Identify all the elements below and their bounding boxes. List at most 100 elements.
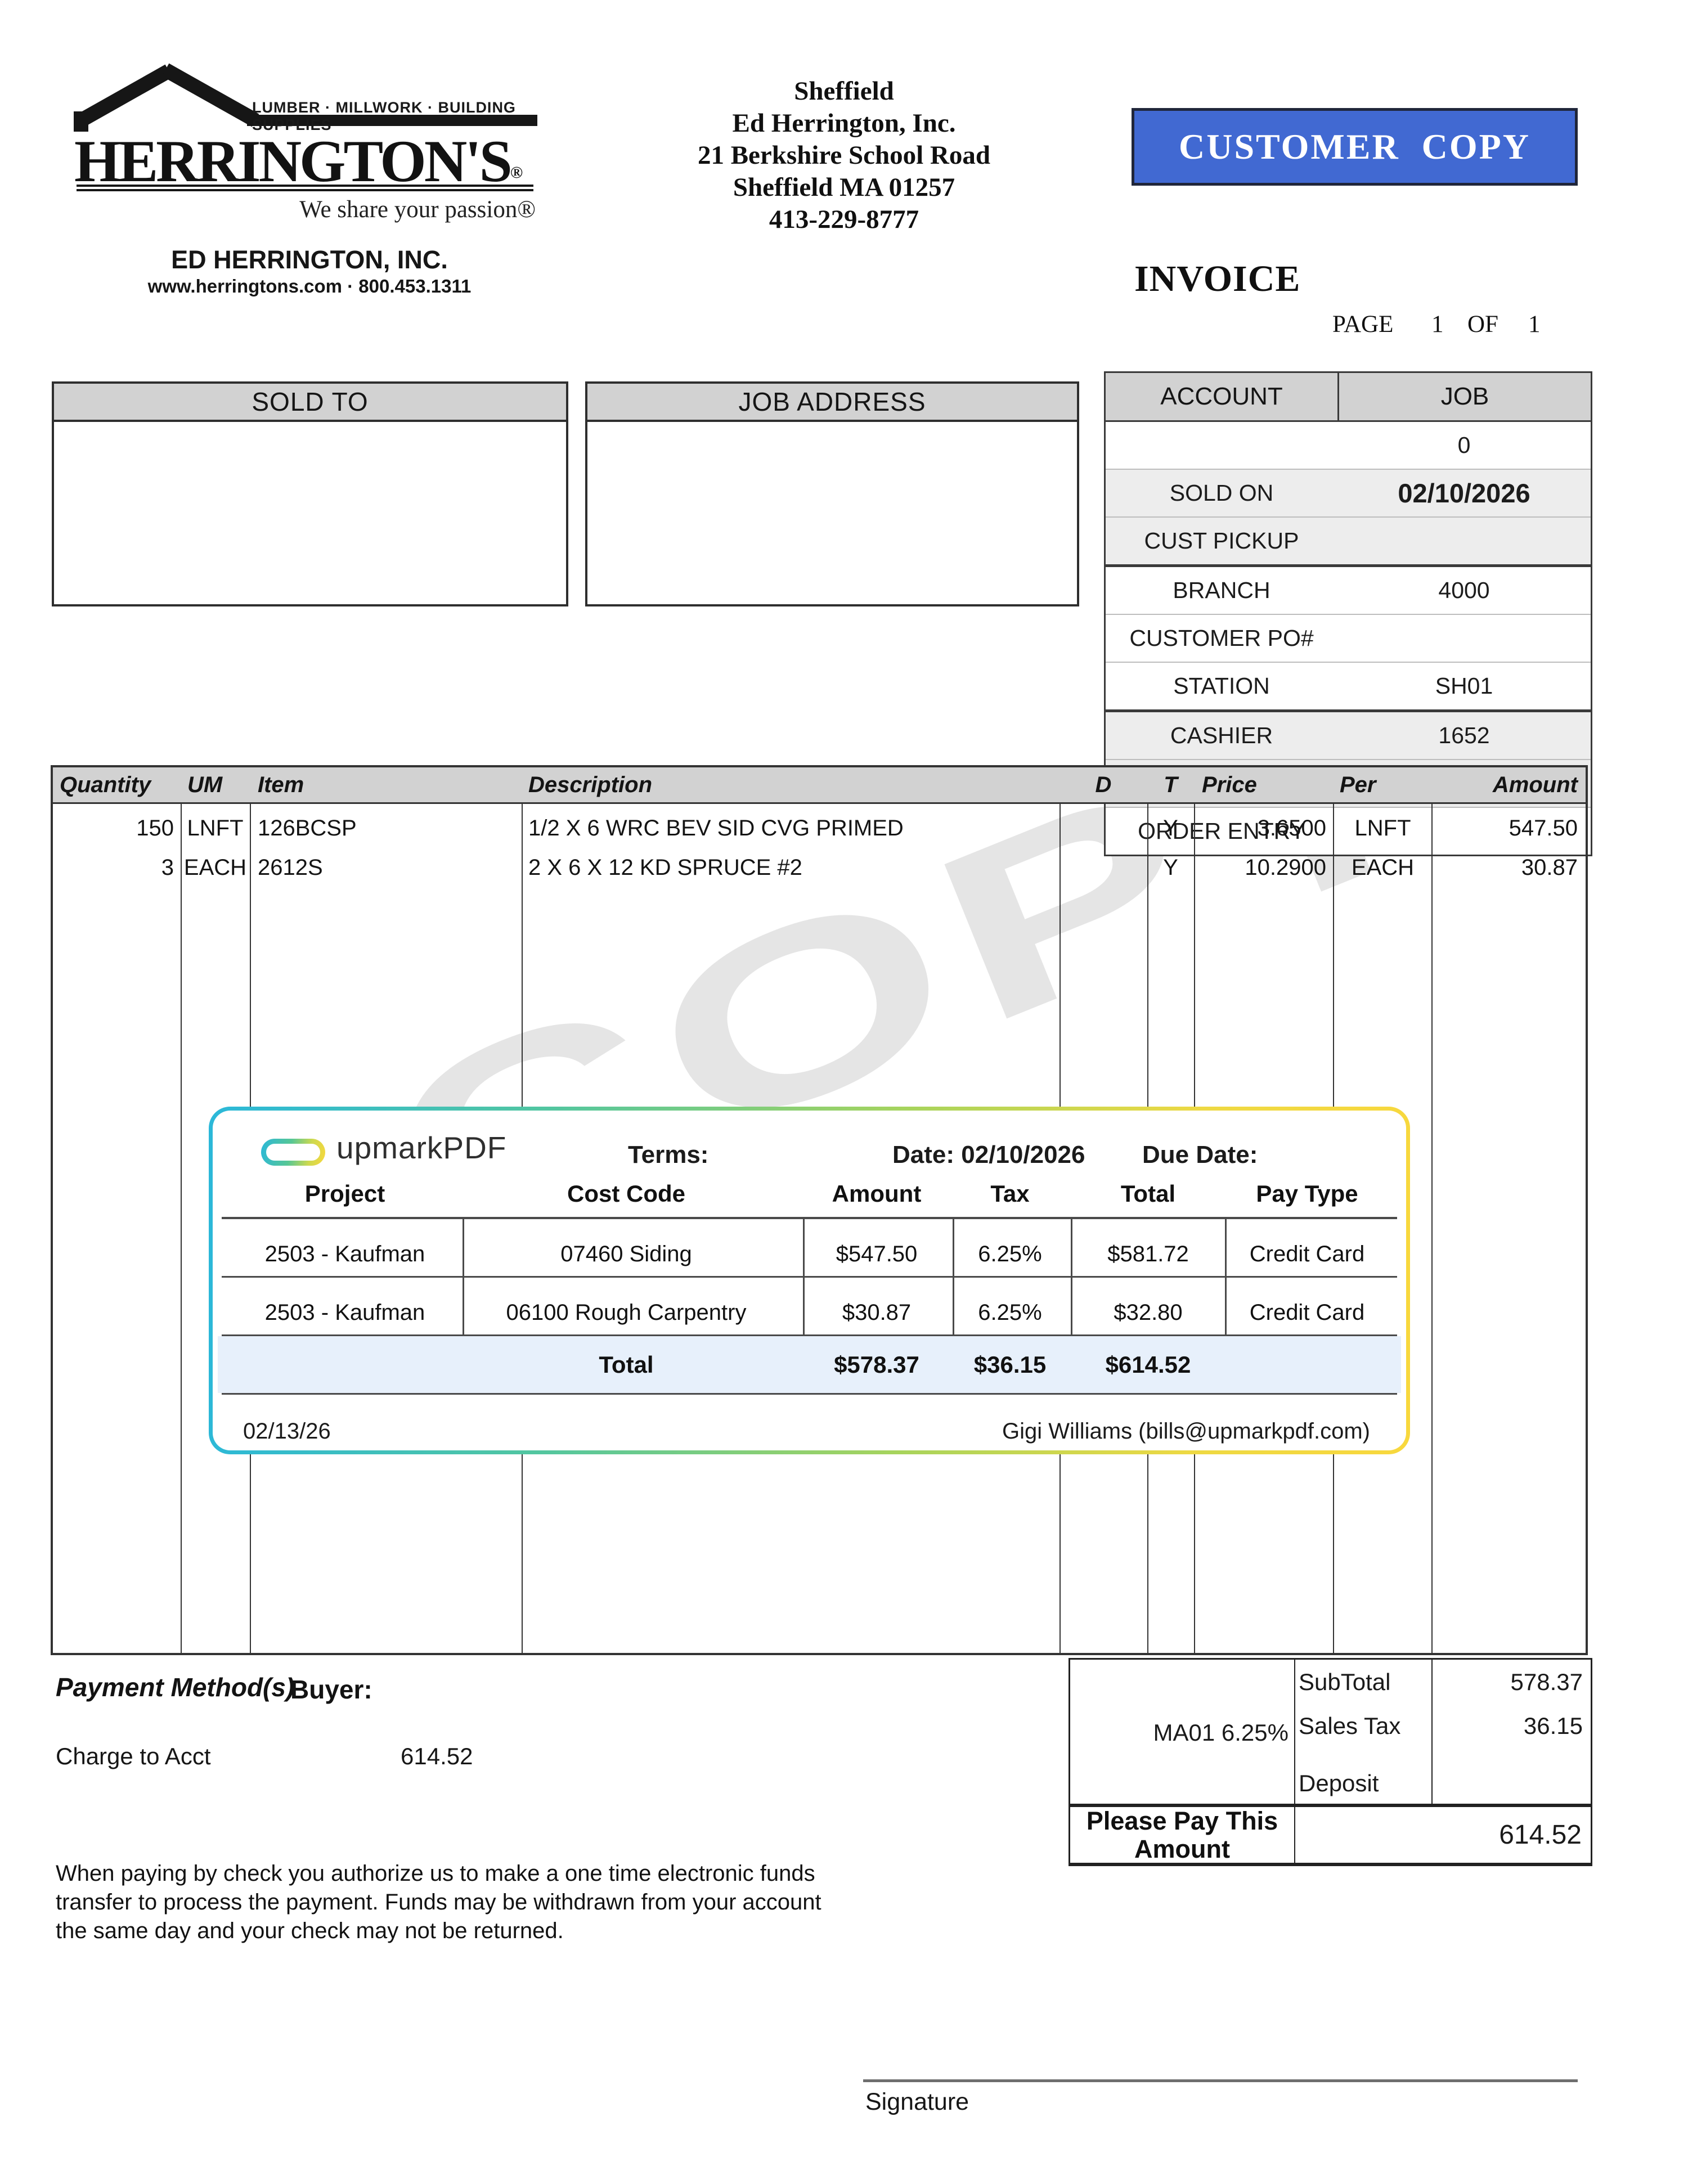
upmarkpdf-brand: upmarkPDF <box>336 1130 507 1165</box>
sold-to-box: SOLD TO <box>52 381 568 606</box>
column-divider <box>1225 1219 1227 1337</box>
cost-row-pay-type: Credit Card <box>1249 1242 1365 1266</box>
account-row: CUST PICKUP <box>1106 516 1591 564</box>
account-row-value: SH01 <box>1435 673 1493 699</box>
item-quantity: 3 <box>161 855 174 880</box>
col-header-per: Per <box>1340 772 1376 797</box>
sold-to-header: SOLD TO <box>54 384 566 422</box>
item-code: 126BCSP <box>258 816 357 841</box>
item-per: EACH <box>1351 855 1415 880</box>
charge-to-acct-value: 614.52 <box>401 1743 473 1769</box>
account-row-label: ORDER ENTRY <box>1138 818 1305 844</box>
store-address: 21 Berkshire School Road <box>697 141 991 170</box>
roof-logo-icon <box>74 63 537 132</box>
account-row-value: 4000 <box>1438 577 1490 603</box>
col-header-d: D <box>1095 772 1112 797</box>
account-row-value: 1652 <box>1438 722 1490 748</box>
account-row: STATION SH01 <box>1106 662 1591 709</box>
account-row-label: CUSTOMER PO# <box>1129 625 1314 651</box>
col-header-price: Price <box>1202 772 1257 797</box>
column-divider <box>1431 767 1433 1653</box>
please-pay-label: Please Pay This Amount <box>1070 1806 1295 1863</box>
cost-row-cost-code: 06100 Rough Carpentry <box>506 1300 747 1325</box>
col-header-total: Total <box>1120 1180 1176 1207</box>
line-items-table: Quantity UM Item Description D T Price P… <box>51 765 1588 1655</box>
row-rule <box>222 1276 1397 1278</box>
please-pay-value: 614.52 <box>1499 1820 1582 1850</box>
store-location: Sheffield <box>794 77 894 106</box>
col-header-description: Description <box>528 772 653 797</box>
job-address-box: JOB ADDRESS <box>585 381 1079 606</box>
items-header-row: Quantity UM Item Description D T Price P… <box>53 767 1586 804</box>
item-description: 2 X 6 X 12 KD SPRUCE #2 <box>528 855 802 880</box>
col-header-quantity: Quantity <box>60 772 151 797</box>
account-row: SOLD ON 02/10/2026 <box>1106 469 1591 516</box>
due-date-label: Due Date: <box>1142 1141 1258 1169</box>
sales-tax-label: Sales Tax <box>1299 1713 1401 1739</box>
total-row-tax: $36.15 <box>973 1351 1047 1378</box>
upmarkpdf-logo-icon <box>261 1139 325 1166</box>
total-rule <box>222 1393 1397 1395</box>
account-row-value: 02/10/2026 <box>1398 478 1530 508</box>
totals-upper: MA01 6.25% SubTotal Sales Tax Deposit 57… <box>1070 1660 1591 1804</box>
account-job-header-row: ACCOUNT JOB <box>1106 373 1591 422</box>
cost-row-project: 2503 - Kaufman <box>264 1242 425 1266</box>
brand-tagline: LUMBER · MILLWORK · BUILDING SUPPLIES <box>252 99 516 133</box>
signature-line <box>863 2079 1578 2082</box>
item-price: 10.2900 <box>1245 855 1326 880</box>
account-row: BRANCH 4000 <box>1106 564 1591 614</box>
terms-label: Terms: <box>628 1141 709 1169</box>
account-row: 0 <box>1106 422 1591 469</box>
cost-row-project: 2503 - Kaufman <box>264 1300 425 1325</box>
invoice-title: INVOICE <box>1134 258 1301 299</box>
cost-row-cost-code: 07460 Siding <box>560 1242 692 1266</box>
page-label: PAGE <box>1332 311 1394 338</box>
page-total: 1 <box>1528 311 1541 338</box>
col-header-um: UM <box>187 772 223 797</box>
col-header-tax: Tax <box>990 1180 1030 1207</box>
item-um: LNFT <box>187 816 244 841</box>
date-label: Date: <box>892 1141 955 1169</box>
overlay-footer-date: 02/13/26 <box>243 1419 331 1444</box>
brand-slogan: We share your passion® <box>299 196 536 223</box>
cost-row-pay-type: Credit Card <box>1249 1300 1365 1325</box>
upmarkpdf-overlay: upmarkPDF Terms: Date: 02/10/2026 Due Da… <box>209 1107 1410 1454</box>
account-row-label: SOLD ON <box>1169 480 1274 506</box>
header-rule <box>222 1217 1397 1219</box>
brand-name: HERRINGTON'S® <box>74 127 558 196</box>
brand-name-text: HERRINGTON'S <box>74 128 513 194</box>
sales-tax-value: 36.15 <box>1523 1713 1583 1739</box>
item-per: LNFT <box>1354 816 1411 841</box>
item-amount: 547.50 <box>1509 816 1578 841</box>
page-of-label: OF <box>1467 311 1498 338</box>
col-header-amount: Amount <box>832 1180 922 1207</box>
cost-row-tax: 6.25% <box>978 1300 1042 1325</box>
item-row: 150 LNFT 126BCSP 1/2 X 6 WRC BEV SID CVG… <box>53 816 1586 844</box>
job-header: JOB <box>1339 373 1591 420</box>
col-header-t: T <box>1164 772 1178 797</box>
column-divider <box>181 767 182 1653</box>
item-row: 3 EACH 2612S 2 X 6 X 12 KD SPRUCE #2 Y 1… <box>53 855 1586 883</box>
column-divider <box>1071 1219 1072 1337</box>
check-disclaimer: When paying by check you authorize us to… <box>56 1861 821 1943</box>
store-company: Ed Herrington, Inc. <box>732 109 956 138</box>
please-pay-cell: 614.52 <box>1295 1807 1591 1863</box>
column-divider <box>463 1219 464 1337</box>
account-row-label: CUST PICKUP <box>1144 528 1299 554</box>
store-header: Sheffield Ed Herrington, Inc. 21 Berkshi… <box>647 75 1041 236</box>
totals-labels-cell: SubTotal Sales Tax Deposit <box>1295 1660 1433 1804</box>
cost-row-total: $32.80 <box>1114 1300 1183 1325</box>
total-row-amount: $578.37 <box>834 1351 919 1378</box>
item-quantity: 150 <box>136 816 174 841</box>
col-header-item: Item <box>258 772 304 797</box>
deposit-label: Deposit <box>1299 1770 1379 1796</box>
account-row: CUSTOMER PO# <box>1106 614 1591 662</box>
total-row-label: Total <box>599 1351 654 1378</box>
col-header-pay-type: Pay Type <box>1256 1180 1358 1207</box>
tax-region: MA01 6.25% <box>1153 1719 1289 1746</box>
item-t-flag: Y <box>1163 855 1178 880</box>
item-t-flag: Y <box>1163 816 1178 841</box>
account-row: ORDER ENTRY <box>1106 807 1591 855</box>
date-field: Date: 02/10/2026 <box>892 1141 1085 1169</box>
